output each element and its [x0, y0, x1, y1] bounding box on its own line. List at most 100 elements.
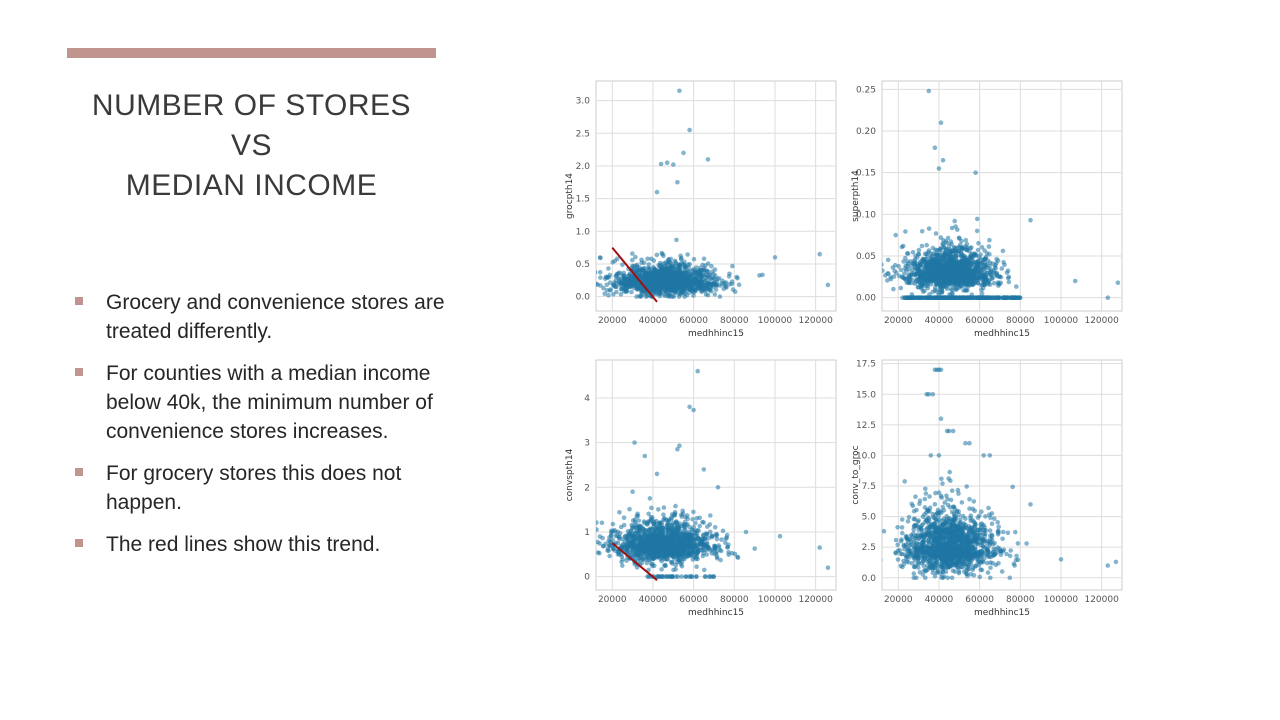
data-point [585, 275, 590, 280]
data-point [931, 275, 936, 280]
data-point [681, 531, 687, 537]
data-point [659, 548, 665, 553]
data-point [602, 291, 607, 296]
data-point [948, 497, 954, 503]
data-point [1015, 541, 1021, 546]
data-point [964, 241, 970, 247]
y-tick-label: 3.0 [576, 97, 591, 107]
data-point [651, 555, 657, 560]
data-point [934, 261, 939, 267]
data-point [979, 291, 985, 296]
data-point [651, 258, 657, 263]
y-tick-label: 10.0 [856, 451, 876, 461]
data-point [600, 535, 605, 541]
data-point [679, 512, 684, 517]
data-point [1000, 536, 1005, 542]
data-point [980, 286, 986, 291]
data-point [719, 281, 724, 286]
data-point [938, 265, 944, 270]
data-point [902, 271, 907, 276]
data-point [910, 250, 916, 255]
data-point [597, 541, 602, 546]
data-point [968, 274, 973, 279]
x-tick-label: 40000 [925, 595, 954, 605]
y-axis-label: superpth14 [851, 170, 861, 222]
data-point [937, 285, 943, 290]
data-point [891, 286, 896, 292]
data-point [1000, 248, 1006, 254]
data-point [672, 549, 677, 554]
data-point [900, 243, 906, 249]
points-layer [882, 367, 1119, 581]
data-point [922, 496, 928, 502]
data-point [963, 266, 969, 272]
data-point [632, 440, 637, 445]
data-point [929, 295, 935, 300]
data-point [714, 282, 719, 287]
data-point [691, 293, 696, 298]
data-point [994, 295, 1000, 300]
data-point [938, 281, 943, 286]
data-point [914, 271, 919, 277]
data-point [642, 453, 648, 459]
data-point [673, 562, 679, 568]
data-point [671, 275, 676, 281]
data-point [685, 252, 690, 257]
data-point [644, 282, 650, 287]
data-point [709, 263, 714, 269]
points-layer [882, 88, 1121, 300]
data-point [674, 290, 679, 296]
data-point [999, 569, 1005, 574]
data-point [689, 533, 695, 538]
data-point [671, 533, 676, 538]
data-point [700, 536, 705, 541]
data-point [678, 253, 683, 259]
data-point [966, 279, 972, 284]
y-tick-label: 2 [584, 483, 590, 493]
data-point [695, 556, 700, 562]
data-point [684, 292, 690, 298]
data-point [939, 295, 944, 300]
data-point [693, 520, 698, 526]
data-point [601, 285, 606, 291]
data-point [720, 528, 726, 534]
data-point [686, 574, 692, 579]
data-point [954, 286, 960, 291]
data-point [654, 252, 660, 258]
data-point [673, 566, 678, 572]
data-point [687, 127, 692, 133]
slide-title: NUMBER OF STORES VS MEDIAN INCOME [67, 86, 436, 206]
y-tick-label: 0.25 [856, 85, 876, 95]
data-point [942, 260, 948, 266]
data-point [613, 533, 619, 539]
data-point [670, 282, 676, 287]
data-point [624, 283, 629, 289]
data-point [647, 557, 652, 562]
x-tick-label: 40000 [639, 595, 668, 605]
data-point [899, 517, 905, 522]
data-point [688, 552, 694, 558]
x-tick-label: 80000 [720, 316, 749, 326]
scatter-grid-svg: 20000 40000 60000 80000 100000 1200000.00.51.… [565, 80, 1123, 618]
y-axis-label: conv_to_groc [851, 445, 861, 504]
data-point [903, 229, 908, 234]
x-axis-label: medhhinc15 [688, 329, 744, 339]
data-point [620, 273, 625, 279]
data-point [691, 509, 696, 515]
data-point [987, 260, 993, 266]
data-point [651, 531, 657, 536]
bullet-item: The red lines show this trend. [75, 530, 445, 559]
bullet-text: Grocery and convenience stores are treat… [106, 291, 445, 343]
data-point [673, 574, 679, 579]
data-point [639, 560, 645, 566]
data-point [703, 269, 709, 274]
data-point [900, 274, 905, 280]
data-point [996, 560, 1001, 566]
data-point [706, 536, 711, 541]
data-point [991, 280, 997, 286]
data-point [641, 519, 647, 524]
data-point [717, 294, 723, 299]
data-point [955, 263, 960, 268]
bullet-marker [75, 539, 83, 547]
data-point [882, 558, 883, 562]
